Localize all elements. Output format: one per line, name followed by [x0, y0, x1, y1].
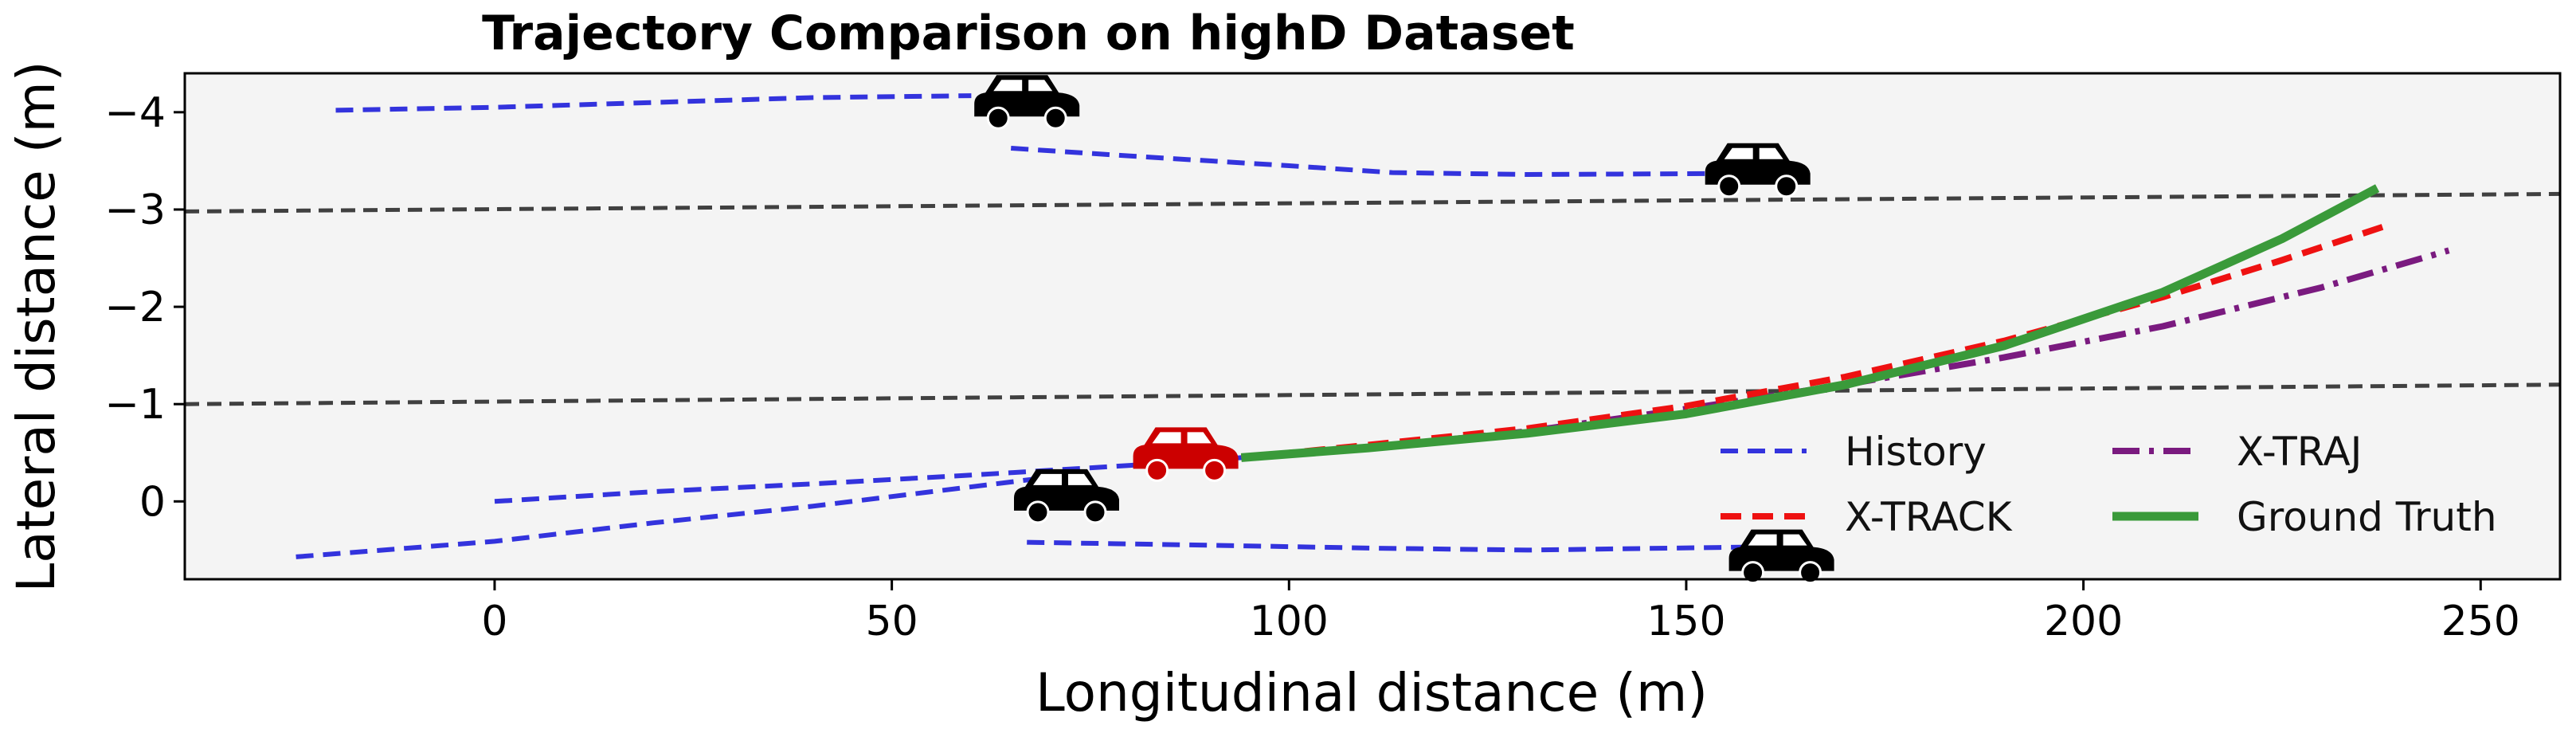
x-tick-label: 200 [2044, 598, 2123, 645]
lane-line-1 [185, 191, 2560, 214]
ego-car-icon [1133, 427, 1239, 482]
series-x-traj [1241, 247, 2450, 461]
x-axis-ticks: 0 50 100 150 200 250 [481, 579, 2520, 645]
lane-lines [185, 191, 2560, 406]
car-icon-1 [974, 75, 1080, 130]
y-axis-label: Lateral distance (m) [6, 61, 67, 592]
y-axis-ticks: −4 −3 −2 −1 0 [104, 89, 185, 526]
y-tick-label: −2 [104, 284, 166, 331]
series-history-4 [296, 474, 1051, 559]
y-tick-label: −3 [104, 186, 166, 234]
y-tick-label: 0 [139, 478, 166, 526]
x-tick-label: 50 [866, 598, 918, 645]
lane-line-2 [185, 382, 2560, 406]
x-tick-label: 0 [481, 598, 507, 645]
legend: History X-TRAJ X-TRACK Ground Truth [1721, 429, 2497, 540]
vehicle-layer [974, 75, 1834, 585]
y-tick-label: −4 [104, 89, 166, 137]
series-history-5 [1027, 539, 1742, 553]
legend-label-ground-truth: Ground Truth [2237, 494, 2497, 540]
series-ground-truth [1240, 184, 2380, 462]
x-tick-label: 100 [1250, 598, 1329, 645]
series-history-1 [335, 93, 972, 113]
car-icon-2 [1705, 143, 1811, 198]
y-tick-label: −1 [104, 381, 166, 429]
car-icon-3 [1014, 468, 1119, 524]
chart-title: Trajectory Comparison on highD Dataset [482, 6, 1575, 61]
x-axis-label: Longitudinal distance (m) [1035, 662, 1708, 723]
series-history-2 [1011, 146, 1726, 177]
legend-label-history: History [1845, 429, 1987, 475]
legend-label-x-traj: X-TRAJ [2237, 429, 2362, 475]
plot-area [185, 73, 2560, 579]
legend-label-x-track: X-TRACK [1845, 494, 2013, 540]
x-tick-label: 250 [2441, 598, 2520, 645]
car-icon-4 [1728, 529, 1834, 585]
plot-frame [183, 72, 2562, 581]
x-tick-label: 150 [1646, 598, 1725, 645]
series-x-track [1241, 222, 2386, 461]
